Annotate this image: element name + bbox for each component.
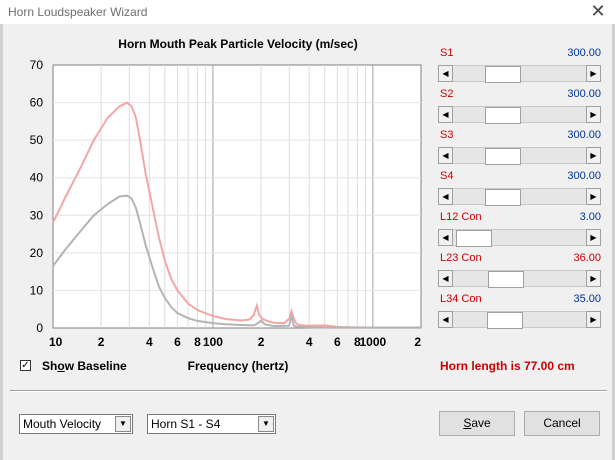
scroll-left-icon[interactable]: ◀ — [438, 147, 453, 164]
x-axis-label: Frequency (hertz) — [188, 359, 289, 373]
x-tick-label: 100 — [203, 335, 223, 349]
slider-value: 35.00 — [573, 293, 601, 305]
slider-thumb[interactable] — [487, 312, 523, 329]
cancel-button[interactable]: Cancel — [524, 411, 600, 436]
y-tick-label: 10 — [30, 283, 44, 297]
slider-label: S2 — [440, 88, 454, 100]
slider-scrollbar[interactable]: ◀ ▶ — [438, 270, 601, 288]
save-button[interactable]: Save — [439, 411, 515, 436]
horn-section-select[interactable]: Horn S1 - S4 ▼ — [147, 414, 276, 434]
slider-label: S3 — [440, 129, 454, 141]
x-tick-label: 1000 — [360, 335, 387, 349]
slider-value: 3.00 — [579, 211, 601, 223]
chart-title: Horn Mouth Peak Particle Velocity (m/sec… — [118, 37, 357, 51]
velocity-type-select[interactable]: Mouth Velocity ▼ — [19, 414, 133, 434]
scroll-right-icon[interactable]: ▶ — [586, 65, 601, 82]
slider-label: S1 — [440, 47, 454, 59]
velocity-type-value: Mouth Velocity — [23, 417, 102, 431]
velocity-chart: Horn Mouth Peak Particle Velocity (m/sec… — [30, 37, 422, 373]
chevron-down-icon[interactable]: ▼ — [258, 416, 274, 432]
series-line-1 — [52, 101, 421, 329]
scroll-right-icon[interactable]: ▶ — [586, 106, 601, 123]
series-line-2 — [52, 194, 421, 329]
x-tick-label: 6 — [334, 335, 341, 349]
slider-scrollbar[interactable]: ◀ ▶ — [438, 65, 601, 83]
chevron-down-icon[interactable]: ▼ — [115, 416, 131, 432]
scroll-left-icon[interactable]: ◀ — [438, 65, 453, 82]
slider-value: 36.00 — [573, 252, 601, 264]
scroll-right-icon[interactable]: ▶ — [586, 147, 601, 164]
slider-label: L23 Con — [440, 252, 482, 264]
x-tick-label: 8 — [194, 335, 201, 349]
y-tick-label: 30 — [30, 208, 44, 222]
slider-thumb[interactable] — [456, 230, 492, 247]
x-tick-label: 10 — [49, 335, 63, 349]
slider-value: 300.00 — [567, 170, 601, 182]
slider-label: L34 Con — [440, 293, 482, 305]
slider-track[interactable] — [453, 229, 586, 247]
title-bar: Horn Loudspeaker Wizard ✕ — [0, 0, 615, 24]
scroll-left-icon[interactable]: ◀ — [438, 270, 453, 287]
y-tick-label: 50 — [30, 133, 44, 147]
slider-track[interactable] — [453, 65, 586, 83]
y-tick-label: 40 — [30, 171, 44, 185]
y-tick-label: 0 — [36, 321, 43, 335]
show-baseline-label: Show Baseline — [42, 359, 127, 373]
slider-track[interactable] — [453, 188, 586, 206]
slider-label: S4 — [440, 170, 454, 182]
slider-track[interactable] — [453, 147, 586, 165]
slider-value: 300.00 — [567, 129, 601, 141]
slider-label: L12 Con — [440, 211, 482, 223]
window-border-left — [0, 24, 3, 460]
slider-track[interactable] — [453, 270, 586, 288]
slider-value: 300.00 — [567, 88, 601, 100]
slider-thumb[interactable] — [488, 271, 524, 288]
scroll-right-icon[interactable]: ▶ — [586, 188, 601, 205]
window-title: Horn Loudspeaker Wizard — [8, 5, 148, 19]
horn-section-value: Horn S1 - S4 — [151, 417, 221, 431]
slider-track[interactable] — [453, 311, 586, 329]
slider-value: 300.00 — [567, 47, 601, 59]
scroll-left-icon[interactable]: ◀ — [438, 106, 453, 123]
scroll-left-icon[interactable]: ◀ — [438, 229, 453, 246]
slider-scrollbar[interactable]: ◀ ▶ — [438, 147, 601, 165]
show-baseline-checkbox[interactable]: ✓ — [20, 360, 31, 371]
chart-grid — [53, 65, 421, 328]
slider-scrollbar[interactable]: ◀ ▶ — [438, 311, 601, 329]
plot-area — [52, 64, 422, 329]
y-tick-label: 70 — [30, 58, 44, 72]
chart-series — [52, 101, 421, 329]
x-tick-label: 6 — [174, 335, 181, 349]
slider-thumb[interactable] — [485, 189, 521, 206]
slider-thumb[interactable] — [485, 107, 521, 124]
x-tick-label: 4 — [146, 335, 153, 349]
x-tick-label: 8 — [354, 335, 361, 349]
x-tick-label: 2 — [414, 335, 421, 349]
scroll-left-icon[interactable]: ◀ — [438, 188, 453, 205]
horn-length-text: Horn length is 77.00 cm — [440, 359, 575, 373]
slider-scrollbar[interactable]: ◀ ▶ — [438, 106, 601, 124]
x-tick-label: 2 — [98, 335, 105, 349]
close-icon[interactable]: ✕ — [590, 1, 606, 21]
slider-scrollbar[interactable]: ◀ ▶ — [438, 229, 601, 247]
separator — [10, 390, 607, 392]
x-tick-label: 2 — [258, 335, 265, 349]
scroll-right-icon[interactable]: ▶ — [586, 311, 601, 328]
y-tick-label: 60 — [30, 96, 44, 110]
scroll-left-icon[interactable]: ◀ — [438, 311, 453, 328]
scroll-right-icon[interactable]: ▶ — [586, 270, 601, 287]
slider-thumb[interactable] — [485, 66, 521, 83]
y-tick-label: 20 — [30, 246, 44, 260]
slider-thumb[interactable] — [485, 148, 521, 165]
scroll-right-icon[interactable]: ▶ — [586, 229, 601, 246]
slider-scrollbar[interactable]: ◀ ▶ — [438, 188, 601, 206]
window-border-right — [612, 24, 615, 460]
y-axis-ticks: 0 10 20 30 40 50 60 70 — [30, 58, 44, 335]
slider-track[interactable] — [453, 106, 586, 124]
x-tick-label: 4 — [306, 335, 313, 349]
